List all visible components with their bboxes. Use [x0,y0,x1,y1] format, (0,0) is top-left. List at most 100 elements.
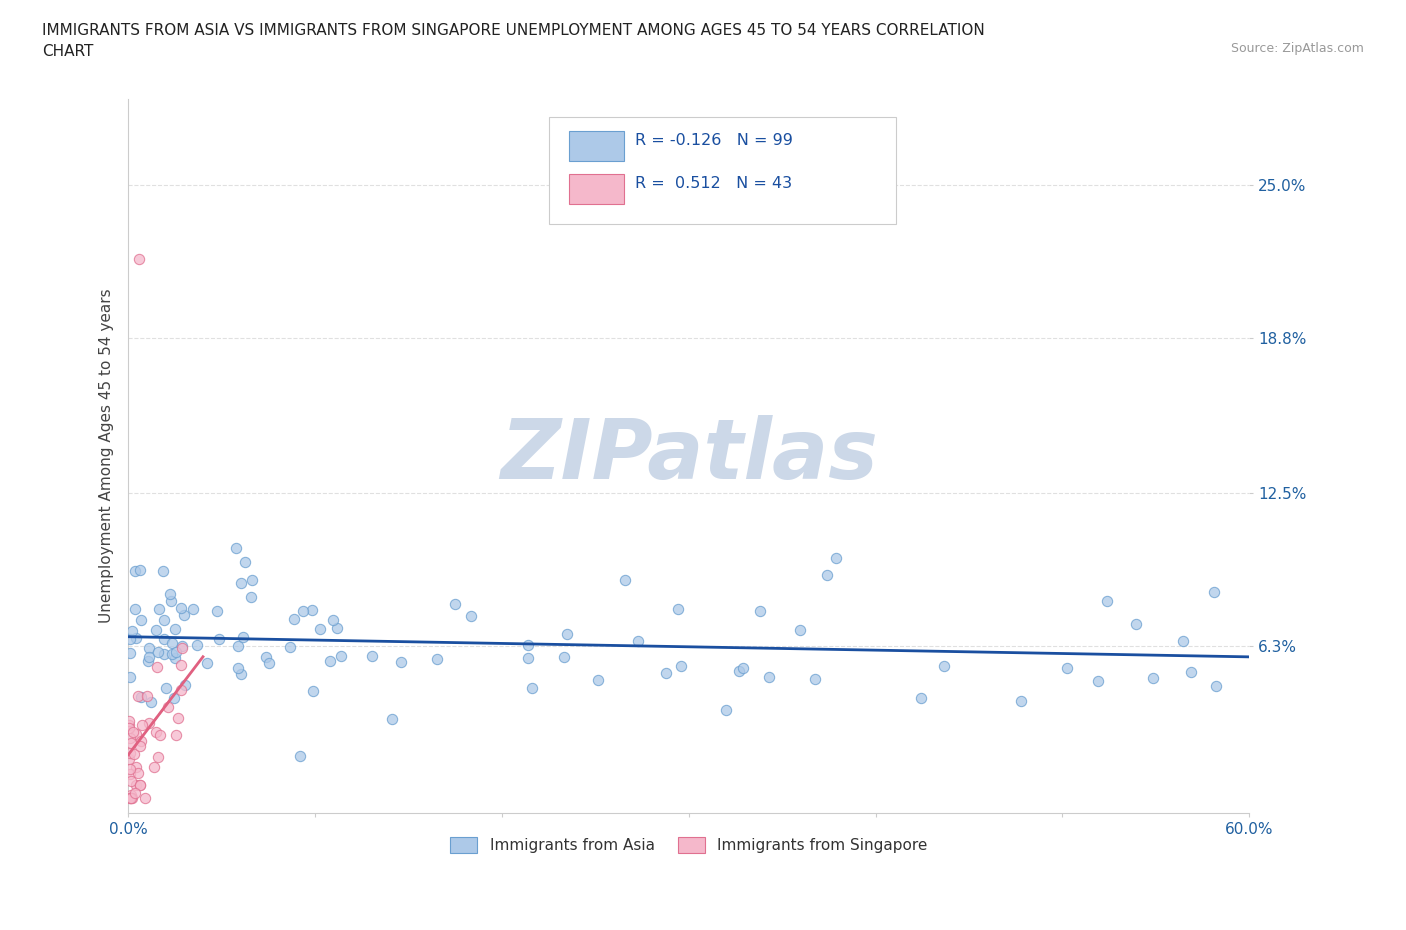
Point [516,651,538,666]
Point [516,638,538,653]
Point [186,638,208,653]
Point [145,622,167,637]
Point [208,631,231,646]
Point [758,670,780,684]
Point [157,700,180,715]
Point [153,646,176,661]
Point [330,649,353,664]
Point [148,644,170,659]
Point [166,711,188,725]
Point [125,760,148,775]
Point [139,695,162,710]
Point [120,730,142,745]
Point [118,790,141,805]
Point [125,726,148,741]
Point [1205,679,1227,694]
Text: IMMIGRANTS FROM ASIA VS IMMIGRANTS FROM SINGAPORE UNEMPLOYMENT AMONG AGES 45 TO : IMMIGRANTS FROM ASIA VS IMMIGRANTS FROM … [42,23,986,60]
Point [136,653,159,668]
Point [240,572,263,587]
Point [127,688,149,703]
Point [586,672,609,687]
Point [1010,693,1032,708]
Point [127,765,149,780]
Point [149,727,172,742]
Point [226,639,249,654]
Point [278,640,301,655]
Point [1125,616,1147,631]
Point [380,712,402,727]
Point [553,650,575,665]
Point [290,748,312,763]
Legend: Immigrants from Asia, Immigrants from Singapore: Immigrants from Asia, Immigrants from Si… [444,830,934,859]
Point [804,671,827,686]
Point [124,602,146,617]
Point [124,564,146,578]
Point [120,788,142,803]
Point [165,727,187,742]
Point [162,646,184,661]
Point [138,715,160,730]
Point [728,663,751,678]
Point [195,656,218,671]
Point [170,658,193,672]
Point [148,602,170,617]
Point [1087,673,1109,688]
Point [120,774,142,789]
Point [131,613,153,628]
Point [283,612,305,627]
Point [146,659,169,674]
Point [910,690,932,705]
Point [118,717,141,732]
Point [1056,660,1078,675]
Point [128,251,150,266]
FancyBboxPatch shape [548,116,896,224]
Point [162,691,184,706]
Point [654,665,676,680]
Point [824,551,846,565]
Point [131,717,153,732]
Point [120,790,142,805]
Point [159,593,181,608]
Point [815,568,838,583]
Point [226,661,249,676]
Point [138,649,160,664]
Point [555,627,578,642]
FancyBboxPatch shape [569,131,624,161]
Point [159,586,181,601]
Text: R = -0.126   N = 99: R = -0.126 N = 99 [636,133,793,148]
Point [124,747,146,762]
Point [326,621,349,636]
Point [302,684,325,698]
Point [627,633,650,648]
Point [129,690,152,705]
Point [173,607,195,622]
Point [172,641,194,656]
Point [1202,584,1225,599]
Point [145,724,167,739]
Point [932,658,955,673]
Point [181,602,204,617]
Text: Source: ZipAtlas.com: Source: ZipAtlas.com [1230,42,1364,55]
Point [135,688,157,703]
Point [389,655,412,670]
Point [153,613,176,628]
Point [257,656,280,671]
Point [322,613,344,628]
Point [121,790,143,805]
Point [160,635,183,650]
Point [666,602,689,617]
Point [152,564,174,578]
Text: ZIPatlas: ZIPatlas [499,416,877,497]
Point [153,631,176,646]
Point [129,734,152,749]
Point [118,751,141,766]
Point [426,651,449,666]
Point [118,714,141,729]
Point [170,601,193,616]
Text: R =  0.512   N = 43: R = 0.512 N = 43 [636,176,792,191]
Point [1180,664,1202,679]
Point [129,777,152,792]
Point [460,609,482,624]
Point [121,624,143,639]
Point [301,603,323,618]
